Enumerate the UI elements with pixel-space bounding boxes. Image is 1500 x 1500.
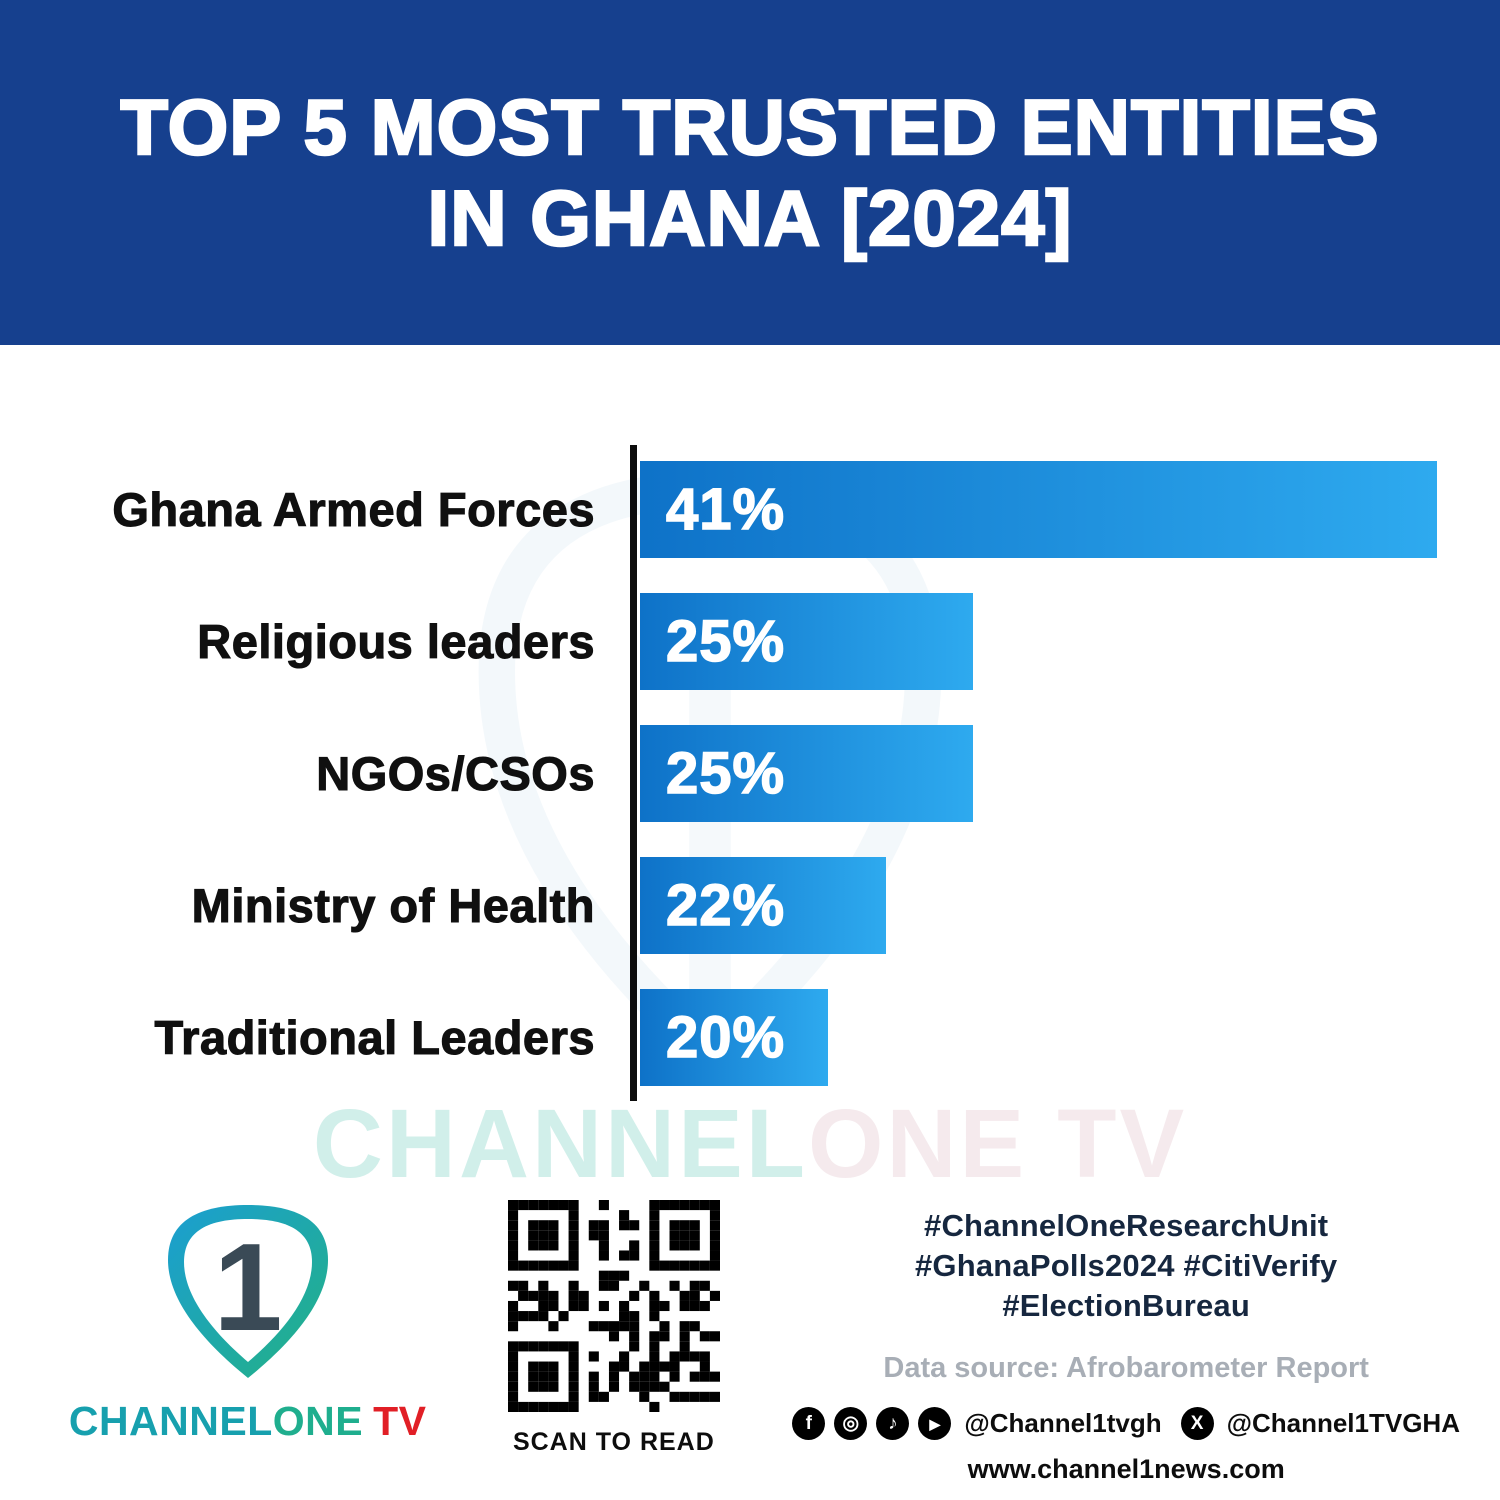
social-handle-1: @Channel1tvgh xyxy=(964,1408,1162,1438)
page-title: TOP 5 MOST TRUSTED ENTITIES IN GHANA [20… xyxy=(119,82,1380,263)
bar-value: 25% xyxy=(665,608,786,675)
footer-info: #ChannelOneResearchUnit #GhanaPolls2024 … xyxy=(752,1192,1460,1485)
bar: 20% xyxy=(640,988,828,1086)
bar-value: 20% xyxy=(665,1004,786,1071)
logo-text-channel: CHANNEL xyxy=(68,1398,273,1444)
bar: 25% xyxy=(640,592,973,690)
bar-label: Ministry of Health xyxy=(191,878,595,932)
svg-text:1: 1 xyxy=(213,1219,282,1357)
header-banner: TOP 5 MOST TRUSTED ENTITIES IN GHANA [20… xyxy=(0,0,1500,345)
bar-value: 22% xyxy=(665,872,786,939)
social-handle-2: @Channel1TVGHA xyxy=(1226,1408,1460,1438)
channel-one-logo: 1 CHANNELONE TV xyxy=(40,1192,455,1485)
brand-watermark-part2: ONE TV xyxy=(808,1089,1188,1198)
facebook-icon: f xyxy=(792,1407,826,1440)
hashtag-line-1: #ChannelOneResearchUnit xyxy=(924,1208,1329,1243)
tiktok-icon: ♪ xyxy=(876,1407,910,1440)
bar-label: Religious leaders xyxy=(197,614,595,668)
qr-caption: SCAN TO READ xyxy=(512,1428,715,1456)
website-url: www.channel1news.com xyxy=(967,1454,1285,1484)
instagram-icon: ◎ xyxy=(834,1407,868,1440)
qr-block: SCAN TO READ xyxy=(475,1192,752,1485)
chart-row: Ministry of Health 22% xyxy=(0,839,1500,971)
brand-watermark: CHANNELONE TV xyxy=(0,1088,1500,1200)
chart-row: Religious leaders 25% xyxy=(0,575,1500,707)
chart-axis xyxy=(630,445,637,1101)
bar-chart: Ghana Armed Forces 41% Religious leaders… xyxy=(0,443,1500,1105)
logo-text-tv: TV xyxy=(373,1398,427,1444)
qr-code xyxy=(507,1200,720,1412)
brand-watermark-part1: CHANNEL xyxy=(312,1089,809,1198)
bar-value: 41% xyxy=(665,476,786,543)
hashtag-line-2: #GhanaPolls2024 #CitiVerify xyxy=(914,1248,1338,1283)
logo-text-one: ONE xyxy=(272,1398,364,1444)
chart-row: NGOs/CSOs 25% xyxy=(0,707,1500,839)
footer: 1 CHANNELONE TV SCAN TO READ #ChannelOneR… xyxy=(40,1192,1460,1485)
youtube-icon: ▶ xyxy=(918,1407,952,1440)
data-source-note: Data source: Afrobarometer Report xyxy=(883,1352,1369,1384)
channel-one-logo-text: CHANNELONE TV xyxy=(69,1398,427,1445)
bar: 22% xyxy=(640,856,886,954)
chart-row: Ghana Armed Forces 41% xyxy=(0,443,1500,575)
x-icon: X xyxy=(1180,1407,1214,1440)
title-line-1: TOP 5 MOST TRUSTED ENTITIES xyxy=(119,82,1380,173)
bar-label: Traditional Leaders xyxy=(154,1010,595,1064)
bar-value: 25% xyxy=(665,740,786,807)
bar-label: NGOs/CSOs xyxy=(316,746,595,800)
channel-one-logo-icon: 1 xyxy=(167,1205,328,1378)
bar: 41% xyxy=(640,460,1437,558)
hashtag-line-3: #ElectionBureau xyxy=(1002,1288,1250,1323)
bar: 25% xyxy=(640,724,973,822)
chart-row: Traditional Leaders 20% xyxy=(0,971,1500,1103)
title-line-2: IN GHANA [2024] xyxy=(426,172,1073,263)
social-row: f ◎ ♪ ▶ @Channel1tvgh X @Channel1TVGHA xyxy=(792,1407,1460,1440)
bar-label: Ghana Armed Forces xyxy=(112,482,595,536)
